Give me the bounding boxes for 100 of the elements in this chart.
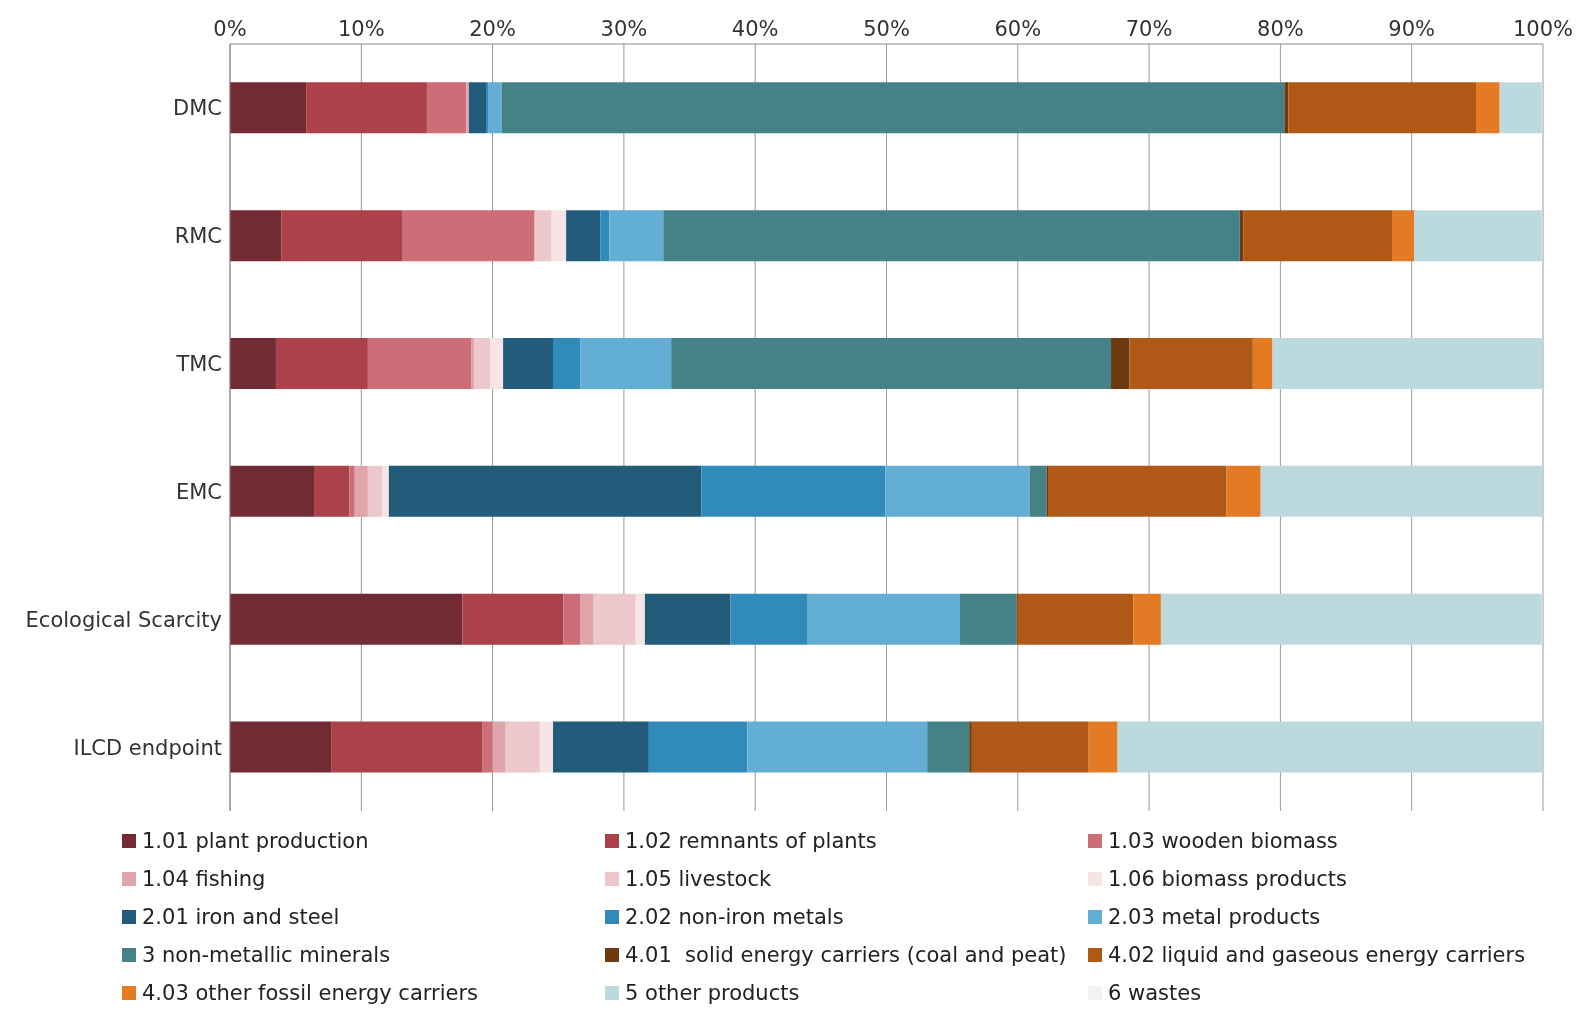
bar xyxy=(474,338,490,390)
bar xyxy=(593,593,636,645)
bar xyxy=(1284,82,1289,134)
bar xyxy=(927,721,970,773)
bar xyxy=(1117,721,1543,773)
bar xyxy=(885,465,1030,517)
x-tick-label: 80% xyxy=(1257,17,1304,41)
bar xyxy=(1243,210,1393,262)
bar xyxy=(663,210,1240,262)
bar xyxy=(349,465,355,517)
bar xyxy=(701,465,886,517)
x-tick-label: 10% xyxy=(337,17,385,41)
x-tick-label: 60% xyxy=(994,17,1042,41)
bar xyxy=(331,721,483,773)
x-tick-label: 100% xyxy=(1512,17,1574,41)
bar xyxy=(426,82,467,134)
bar xyxy=(388,465,702,517)
bar xyxy=(501,82,1285,134)
bar xyxy=(1088,721,1118,773)
bar xyxy=(553,338,581,390)
bar xyxy=(1111,338,1130,390)
bar xyxy=(230,82,307,134)
x-tick-label: 50% xyxy=(863,17,910,41)
bar xyxy=(230,465,315,517)
bar xyxy=(1129,338,1253,390)
bar xyxy=(551,210,567,262)
legend-label: 3 non-metallic minerals xyxy=(142,943,391,967)
legend-label: 1.06 biomass products xyxy=(1108,867,1348,891)
y-tick-label: ILCD endpoint xyxy=(73,735,222,760)
bar xyxy=(609,210,664,262)
bar xyxy=(486,82,489,134)
legend-label: 1.01 plant production xyxy=(142,829,369,853)
x-tick-label: 90% xyxy=(1388,17,1436,41)
bar xyxy=(1272,338,1543,390)
bar xyxy=(671,338,1112,390)
bar xyxy=(367,465,383,517)
legend-label: 2.03 metal products xyxy=(1108,905,1321,929)
bar xyxy=(563,593,581,645)
bar xyxy=(1133,593,1161,645)
y-tick-label: Ecological Scarcity xyxy=(25,607,222,632)
bar xyxy=(1252,338,1273,390)
bar xyxy=(505,721,540,773)
bar xyxy=(1392,210,1415,262)
x-tick-label: 30% xyxy=(600,17,648,41)
bar xyxy=(580,338,672,390)
bar xyxy=(1226,465,1261,517)
bar xyxy=(503,338,553,390)
bar xyxy=(971,721,1089,773)
bar xyxy=(468,82,487,134)
bar xyxy=(534,210,552,262)
y-tick-label: DMC xyxy=(173,96,222,121)
bar xyxy=(600,210,610,262)
legend-label: 4.03 other fossil energy carriers xyxy=(142,981,479,1005)
legend-label: 1.03 wooden biomass xyxy=(1108,829,1338,853)
bar xyxy=(1476,82,1500,134)
bar xyxy=(644,593,731,645)
bar xyxy=(230,721,332,773)
bar xyxy=(354,465,368,517)
bar xyxy=(462,593,564,645)
bar xyxy=(230,593,463,645)
bar xyxy=(488,82,502,134)
bar xyxy=(730,593,808,645)
bar xyxy=(466,82,469,134)
bar xyxy=(648,721,748,773)
bar xyxy=(230,210,282,262)
bar xyxy=(580,593,594,645)
bar xyxy=(281,210,402,262)
bar xyxy=(1048,465,1227,517)
legend-label: 1.04 fishing xyxy=(142,867,266,891)
bar xyxy=(402,210,535,262)
x-tick-label: 40% xyxy=(731,17,779,41)
bar xyxy=(314,465,350,517)
y-tick-label: TMC xyxy=(175,352,222,377)
bar xyxy=(306,82,427,134)
bar xyxy=(489,338,504,390)
bar xyxy=(1239,210,1244,262)
x-tick-label: 0% xyxy=(213,17,247,41)
legend-label: 2.01 iron and steel xyxy=(142,905,340,929)
bar xyxy=(807,593,961,645)
bar xyxy=(566,210,601,262)
bar xyxy=(1260,465,1543,517)
y-tick-label: EMC xyxy=(175,479,222,504)
bar xyxy=(969,721,972,773)
x-tick-label: 20% xyxy=(469,17,516,41)
legend-label: 6 wastes xyxy=(1108,981,1202,1005)
bar xyxy=(1017,593,1134,645)
bar xyxy=(1499,82,1542,134)
bar xyxy=(275,338,368,390)
bar xyxy=(1288,82,1477,134)
bar xyxy=(747,721,928,773)
bar xyxy=(635,593,645,645)
bar xyxy=(230,338,276,390)
x-tick-label: 70% xyxy=(1125,17,1173,41)
legend-label: 4.02 liquid and gaseous energy carriers xyxy=(1108,943,1526,967)
bar xyxy=(382,465,389,517)
bar xyxy=(492,721,506,773)
legend-label: 4.01 solid energy carriers (coal and peat) xyxy=(625,943,1067,967)
bar xyxy=(553,721,649,773)
legend-label: 1.02 remnants of plants xyxy=(625,829,877,853)
y-tick-label: RMC xyxy=(174,224,222,249)
